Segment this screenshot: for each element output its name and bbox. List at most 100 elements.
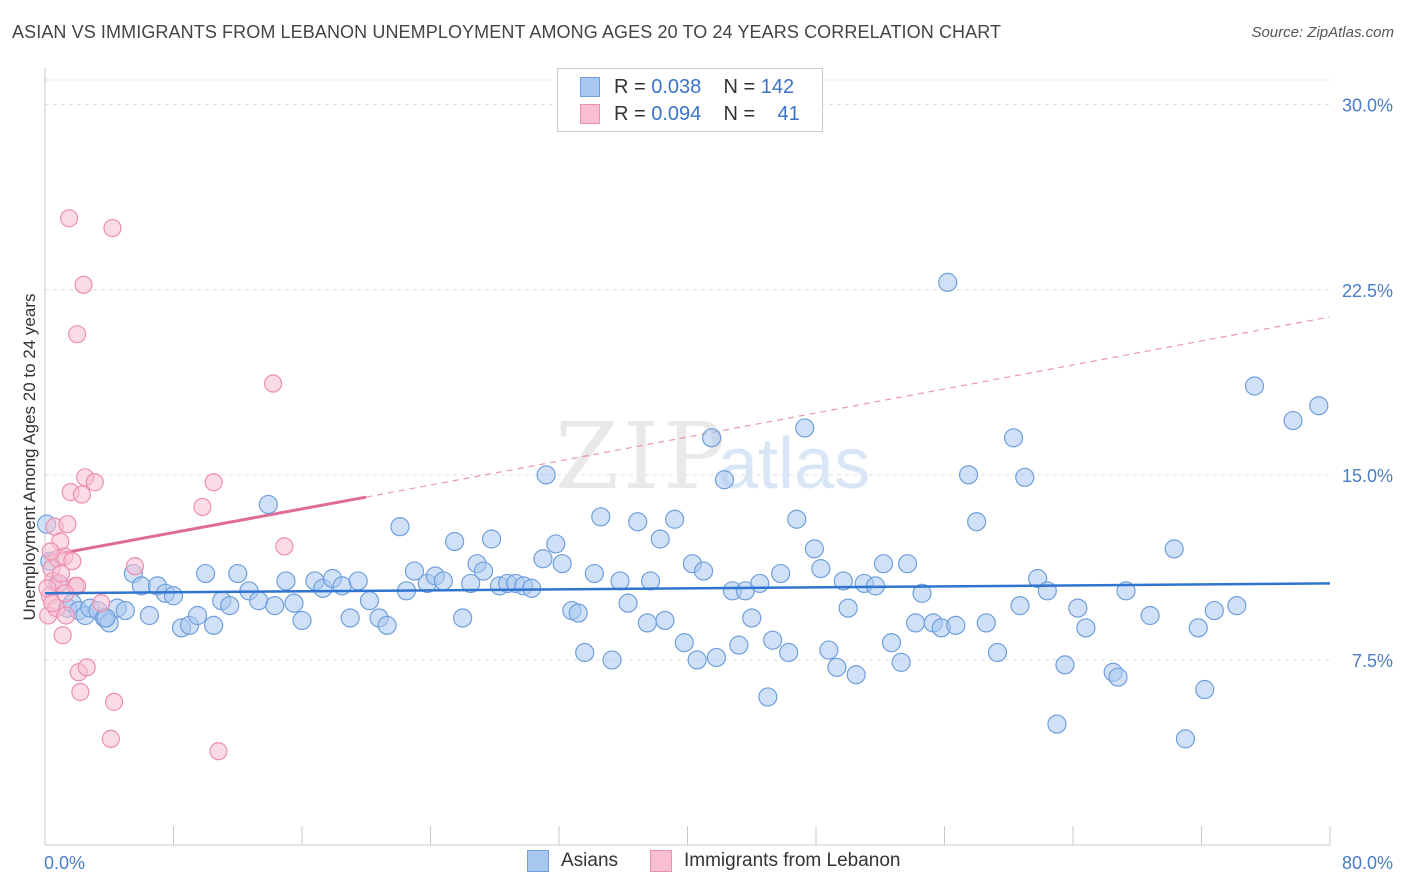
lebanon-point: [63, 552, 82, 571]
lebanon-point: [77, 658, 96, 677]
lebanon-point: [204, 473, 223, 492]
asian-point: [958, 465, 979, 485]
x-tick-label: 0.0%: [44, 853, 85, 873]
lebanon-n-value: 41: [777, 102, 800, 125]
correlation-legend: R = 0.038 N = 142 R = 0.094 N = 41: [557, 68, 823, 132]
asian-point: [1010, 596, 1030, 616]
asian-point: [976, 613, 996, 633]
asian-point: [912, 583, 932, 603]
lebanon-points: [38, 209, 294, 761]
asian-point: [1188, 618, 1208, 638]
lebanon-point: [58, 515, 77, 534]
asian-point: [340, 608, 360, 628]
legend-item-asians[interactable]: Asians: [527, 850, 618, 872]
asian-point: [655, 610, 675, 631]
asian-point: [701, 428, 722, 448]
asian-point: [873, 554, 894, 574]
asian-point: [787, 509, 807, 529]
asian-point: [905, 613, 926, 633]
lebanon-swatch: [580, 104, 600, 124]
asian-trendline: [44, 582, 1331, 595]
asian-point: [196, 563, 216, 584]
lebanon-point: [104, 692, 124, 711]
lebanon-point: [68, 325, 87, 344]
watermark-atlas: atlas: [718, 424, 870, 504]
asian-point: [1108, 667, 1128, 687]
asian-point: [674, 633, 694, 653]
asian-point: [377, 615, 397, 635]
asian-point: [946, 615, 966, 635]
asian-point: [665, 509, 685, 529]
lebanon-r-value: 0.094: [651, 102, 702, 125]
asian-point: [811, 559, 831, 579]
asians-r-label: R =: [614, 75, 646, 98]
asian-point: [637, 613, 657, 633]
lebanon-point: [59, 209, 79, 228]
asian-point: [628, 512, 648, 532]
lebanon-point: [51, 564, 71, 583]
asian-point: [568, 603, 588, 623]
legend-item-lebanon[interactable]: Immigrants from Lebanon: [650, 850, 901, 872]
asian-point: [938, 272, 958, 292]
asian-point: [1175, 729, 1196, 749]
asian-point: [771, 563, 791, 584]
asian-point: [292, 610, 312, 631]
chart-title: ASIAN VS IMMIGRANTS FROM LEBANON UNEMPLO…: [12, 22, 1002, 42]
asian-point: [1116, 581, 1136, 601]
asian-point: [204, 615, 224, 635]
asian-point: [258, 494, 278, 515]
asian-point: [591, 507, 611, 527]
lebanon-r-label: R =: [614, 102, 646, 125]
asians-legend-swatch: [527, 850, 549, 872]
asian-point: [481, 529, 502, 549]
lebanon-trend-solid: [44, 495, 367, 558]
lebanon-n-label: N =: [723, 102, 756, 125]
asian-point: [650, 529, 670, 549]
asian-point: [1244, 376, 1265, 396]
asian-point: [618, 593, 638, 613]
asian-point: [1309, 396, 1329, 416]
lebanon-point: [43, 594, 62, 613]
y-axis-label: Unemployment Among Ages 20 to 24 years: [20, 294, 39, 621]
asian-point: [1164, 539, 1184, 559]
asians-n-value: 142: [760, 75, 795, 98]
asian-point: [846, 665, 866, 685]
lebanon-point: [101, 729, 120, 748]
asian-point: [804, 539, 824, 559]
asian-point: [838, 598, 858, 618]
y-tick-label: 22.5%: [1342, 281, 1393, 301]
asian-point: [1003, 428, 1024, 448]
lebanon-point: [41, 542, 60, 561]
asian-point: [881, 633, 902, 653]
axes: [44, 68, 1331, 846]
asian-point: [1204, 600, 1224, 621]
asians-legend-label: Asians: [561, 850, 619, 871]
series-legend: Asians Immigrants from Lebanon: [0, 850, 1406, 878]
asian-point: [750, 573, 770, 594]
asian-point: [1076, 618, 1096, 638]
asian-point: [552, 554, 572, 574]
lebanon-point: [53, 626, 72, 645]
lebanon-point: [193, 497, 212, 517]
asian-point: [610, 571, 630, 591]
asian-point: [249, 591, 269, 611]
asian-point: [602, 650, 622, 670]
x-tick-labels: 0.0% 80.0%: [44, 853, 1393, 873]
lebanon-point: [56, 606, 75, 625]
asians-swatch: [580, 77, 600, 97]
asian-point: [795, 418, 815, 438]
asian-point: [536, 465, 556, 485]
watermark-zip: ZIP: [555, 403, 729, 510]
lebanon-legend-swatch: [650, 850, 672, 872]
y-tick-label: 7.5%: [1352, 651, 1393, 671]
asian-point: [763, 630, 783, 650]
asian-point: [1047, 714, 1067, 734]
asian-point: [444, 531, 465, 552]
asian-point: [1068, 598, 1088, 618]
y-tick-labels: 7.5% 15.0% 22.5% 30.0%: [1342, 96, 1393, 671]
asian-point: [819, 640, 839, 660]
asian-point: [693, 561, 714, 581]
asian-point: [473, 561, 494, 581]
asian-point: [265, 596, 285, 616]
asian-point: [220, 596, 240, 616]
